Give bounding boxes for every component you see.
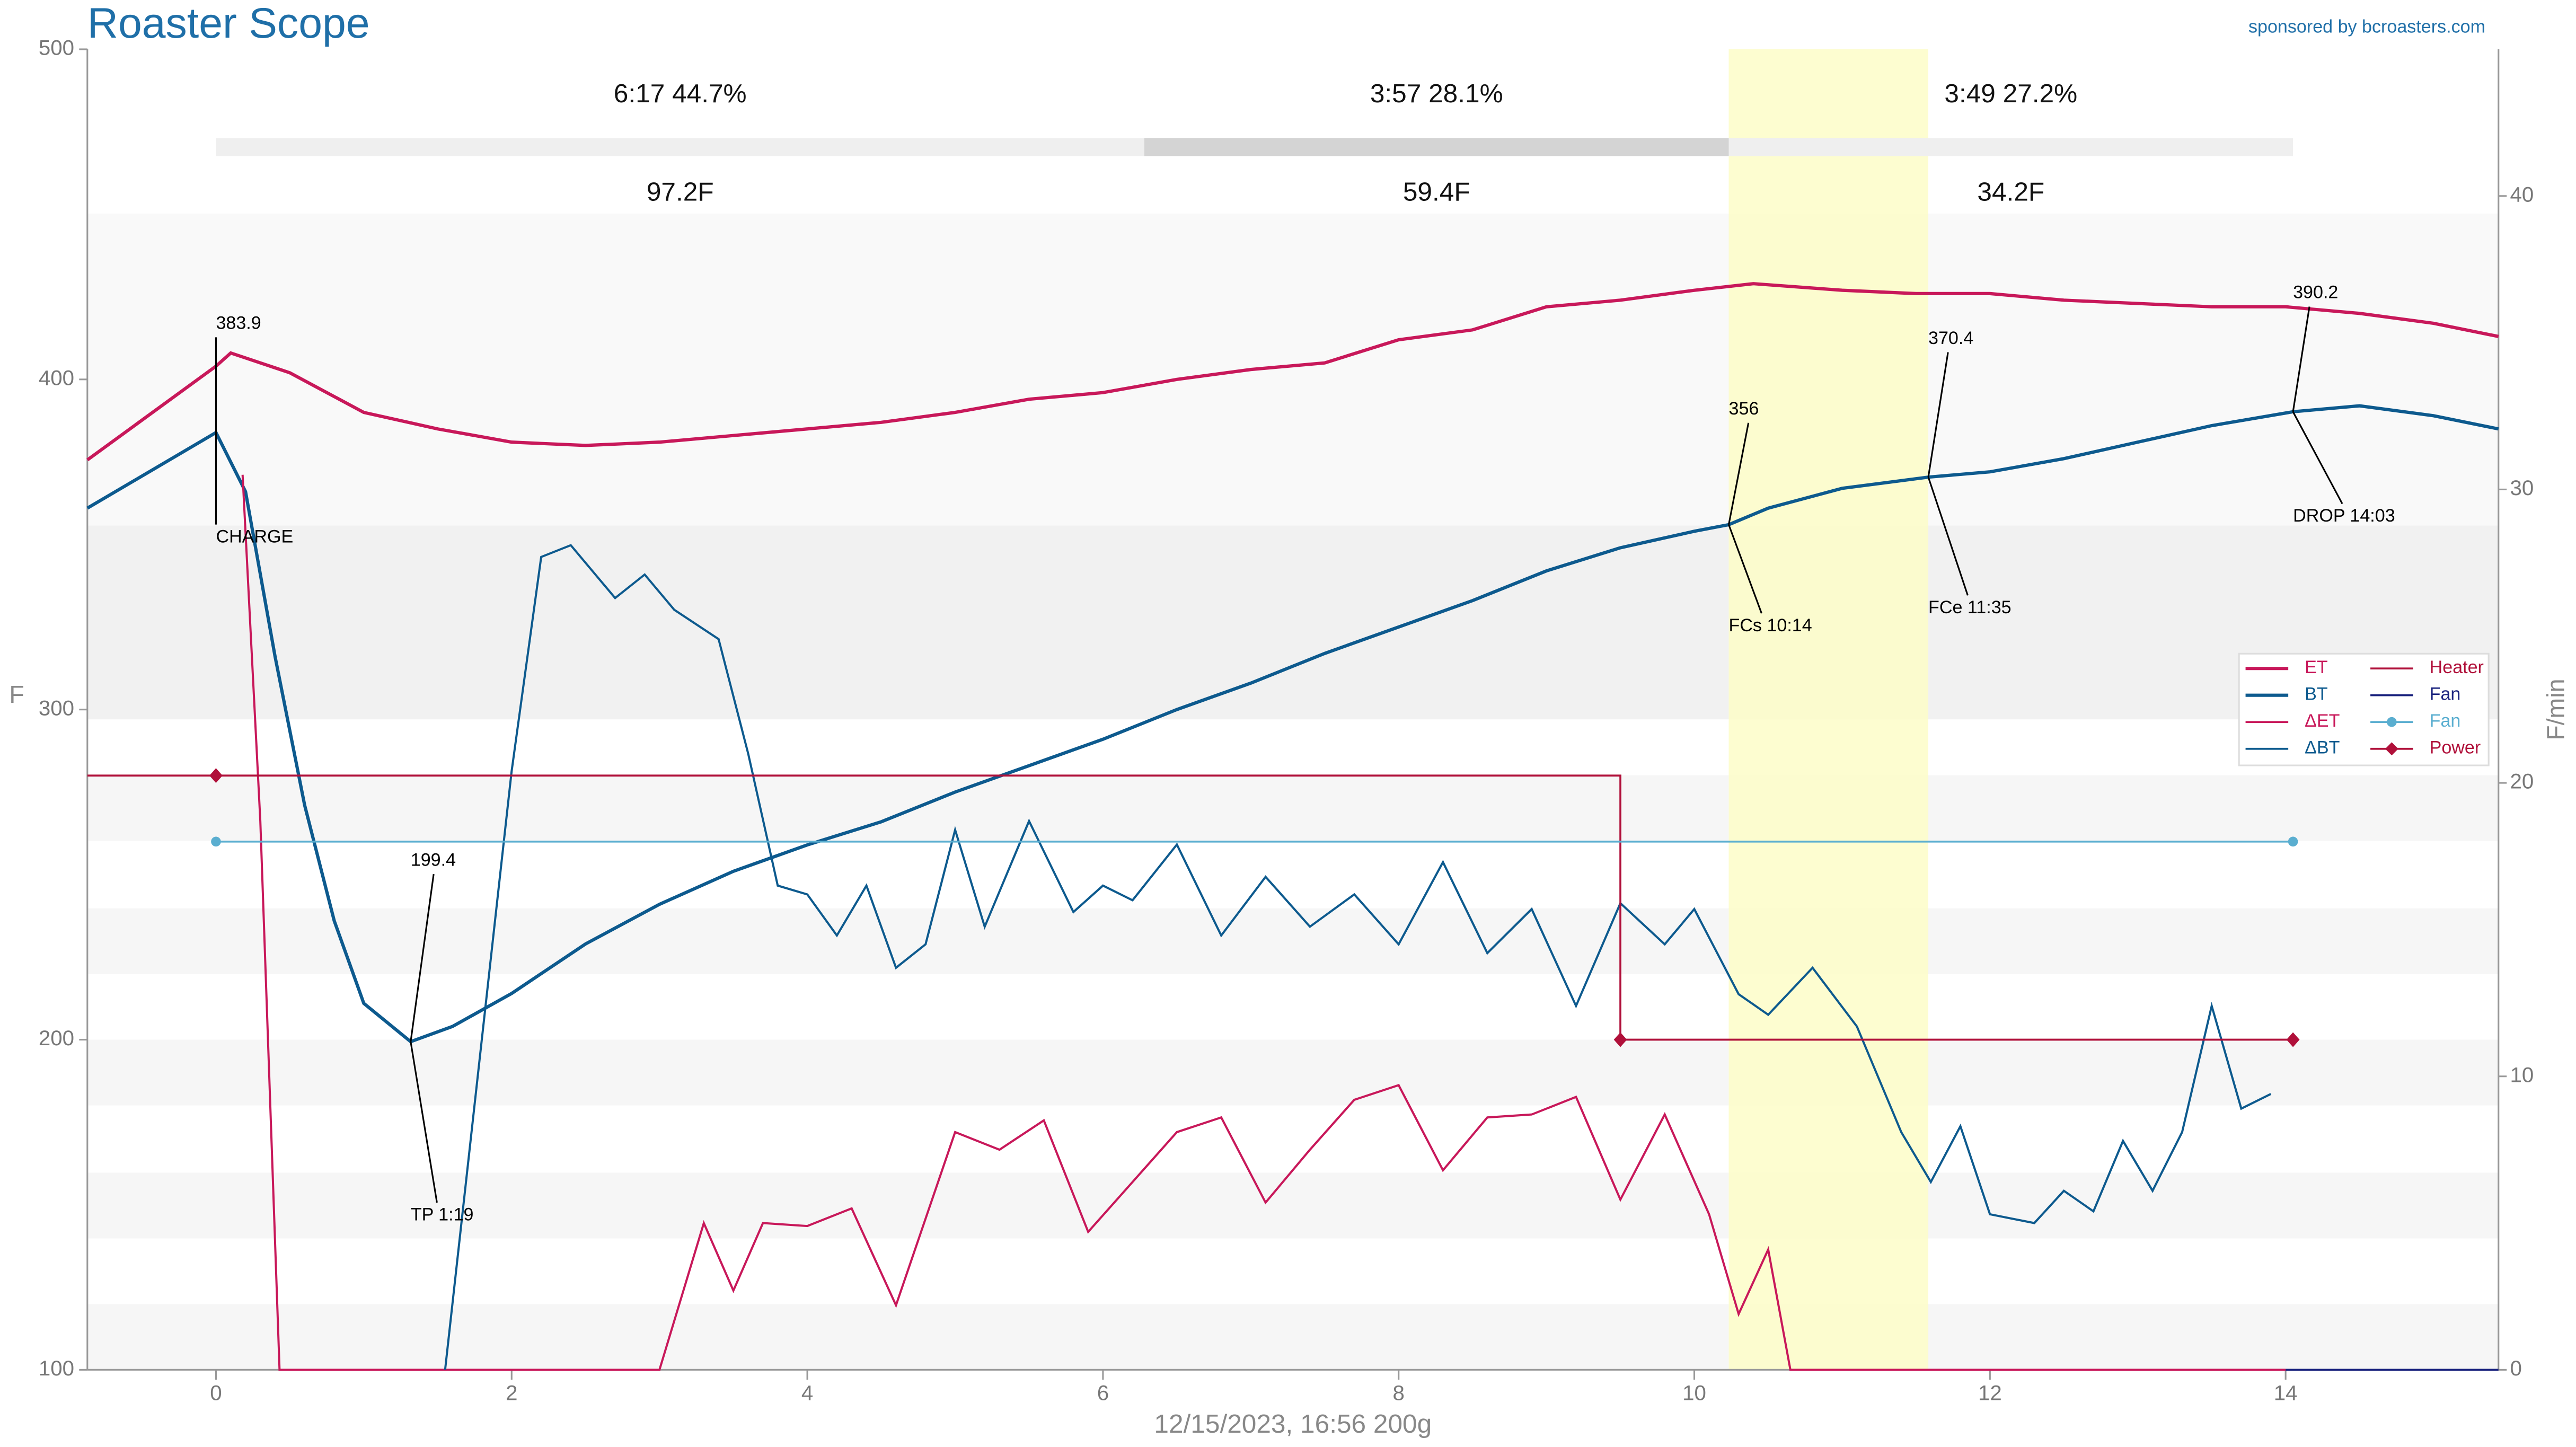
phase-rise: 59.4F [1403,177,1470,207]
y2-tick-label: 40 [2510,182,2534,206]
x-tick-label: 14 [2274,1381,2298,1405]
band [87,775,2499,841]
annotation-leader [410,1041,438,1203]
y-tick-label: 200 [39,1026,74,1050]
band [87,525,2499,720]
y2-axis-label: F/min [2542,679,2570,740]
marker [2286,1032,2300,1047]
annotation-leader [1927,352,1949,478]
legend-box [2238,652,2490,766]
legend-label: ET [2305,657,2328,677]
y2-tick-label: 0 [2510,1356,2521,1380]
annotation-leader [1927,477,1969,596]
x-tick-label: 12 [1978,1381,2002,1405]
phase-bar [216,138,1144,156]
band [87,1039,2499,1106]
annotation-value: 199.4 [411,850,456,870]
legend-label: Heater [2430,657,2484,677]
y-axis-label: F [9,681,24,708]
phase-rise: 34.2F [1977,177,2044,207]
annotation-leader [1728,524,1762,614]
first-crack-band [1728,49,1929,1370]
series-line [444,544,2272,1370]
y-tick-label: 300 [39,696,74,720]
phase-rise: 97.2F [647,177,714,207]
x-tick-label: 4 [801,1381,813,1405]
marker [2288,836,2298,847]
annotation-value: 390.2 [2293,283,2338,303]
x-tick-label: 8 [1393,1381,1405,1405]
annotation-value: 370.4 [1928,328,1973,348]
y-tick-label: 100 [39,1356,74,1380]
sponsor: sponsored by bcroasters.com [2248,17,2485,37]
phase-bar [1728,138,2293,156]
legend-label: ΔBT [2305,738,2340,758]
y2-tick-label: 10 [2510,1063,2534,1087]
annotation-label: FCe 11:35 [1928,597,2012,617]
x-tick-label: 0 [210,1381,222,1405]
background-bands [87,213,2499,1370]
series-line [241,474,2286,1371]
series-line [86,282,2499,462]
series-line [87,774,2293,1041]
x-axis-label: 12/15/2023, 16:56 200g [1154,1409,1432,1439]
annotation-label: FCs 10:14 [1729,615,1812,636]
annotation-leader [1727,422,1750,525]
band [87,908,2499,974]
annotation-leader [2292,411,2343,505]
x-tick-label: 10 [1682,1381,1706,1405]
phase-time: 3:49 27.2% [1944,78,2077,108]
series-line [86,404,2499,1044]
legend-label: BT [2305,684,2328,704]
x-tick-label: 6 [1097,1381,1109,1405]
annotation-label: CHARGE [216,526,293,546]
annotation-label: DROP 14:03 [2293,506,2395,526]
annotation-leader [2292,306,2310,412]
chart-title: Roaster Scope [87,0,370,47]
band [87,1304,2499,1370]
marker [209,768,223,783]
y2-tick-label: 30 [2510,476,2534,500]
legend-marker [2387,717,2397,727]
band [87,213,2499,526]
marker [211,836,221,847]
y-tick-label: 400 [39,366,74,390]
y2-tick-label: 20 [2510,770,2534,793]
legend-label: Fan [2430,711,2461,731]
annotation-label: TP 1:19 [411,1205,474,1225]
marker [1613,1032,1627,1047]
phase-bar [1144,138,1729,156]
x-tick-label: 2 [506,1381,517,1405]
legend-label: Power [2430,738,2481,758]
y-tick-label: 500 [39,36,74,60]
legend-label: Fan [2430,684,2461,704]
phase-time: 6:17 44.7% [614,78,747,108]
annotation-leader [410,874,435,1042]
legend-label: ΔET [2305,711,2340,731]
phase-time: 3:57 28.1% [1370,78,1503,108]
annotation-value: 383.9 [216,313,261,333]
annotation-value: 356 [1729,399,1759,419]
